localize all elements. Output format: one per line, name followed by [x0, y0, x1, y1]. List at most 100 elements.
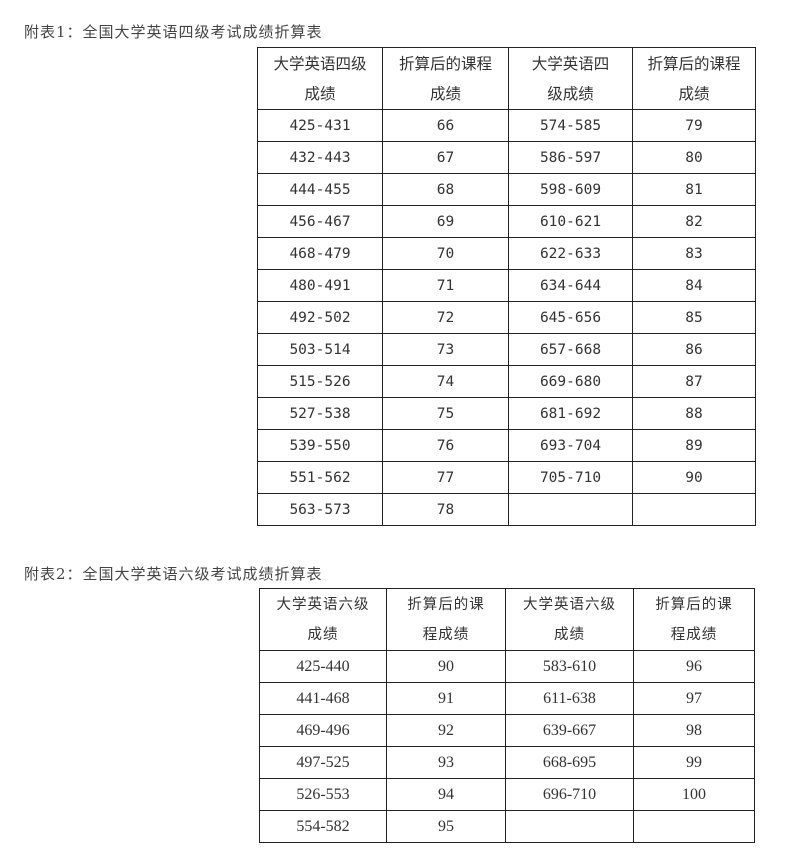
table-row: 515-526 74 669-680 87 [257, 365, 756, 398]
cet4-conversion-table: 大学英语四级 成绩 折算后的课程 成绩 大学英语四 级成绩 折算后的课程 成绩 425-431 6… [257, 47, 756, 526]
converted-score-cell: 88 [632, 397, 756, 430]
score-range-cell: 586-597 [508, 141, 633, 174]
header-line: 大学英语六级 [276, 596, 370, 613]
table-row: 551-562 77 705-710 90 [257, 461, 756, 494]
converted-score-cell [633, 810, 755, 843]
score-range-cell: 598-609 [508, 173, 633, 206]
header-line: 折算后的课程 [647, 54, 741, 73]
table-row: 444-455 68 598-609 81 [257, 173, 756, 206]
table-row: 432-443 67 586-597 80 [257, 141, 756, 174]
converted-score-cell: 97 [633, 682, 755, 715]
table2-title: 附表2：全国大学英语六级考试成绩折算表 [24, 565, 323, 583]
score-range-cell: 468-479 [257, 237, 383, 270]
converted-score-cell: 71 [382, 269, 509, 302]
score-range-cell: 657-668 [508, 333, 633, 366]
converted-score-cell [632, 493, 756, 526]
converted-score-cell: 67 [382, 141, 509, 174]
converted-score-cell: 89 [632, 429, 756, 462]
score-range-cell: 444-455 [257, 173, 383, 206]
score-range-cell: 574-585 [508, 109, 633, 142]
header-line: 折算后的课 [655, 596, 733, 613]
converted-score-cell: 85 [632, 301, 756, 334]
header-line: 成绩 [554, 626, 585, 643]
score-range-cell: 503-514 [257, 333, 383, 366]
table-row: 503-514 73 657-668 86 [257, 333, 756, 366]
score-range-cell: 610-621 [508, 205, 633, 238]
score-range-cell: 492-502 [257, 301, 383, 334]
score-range-cell: 539-550 [257, 429, 383, 462]
table-row: 492-502 72 645-656 85 [257, 301, 756, 334]
converted-score-cell: 92 [386, 714, 506, 747]
score-range-cell: 480-491 [257, 269, 383, 302]
converted-score-cell: 99 [633, 746, 755, 779]
header-line: 成绩 [304, 84, 336, 103]
header-row: 大学英语四级 成绩 折算后的课程 成绩 大学英语四 级成绩 折算后的课程 成绩 [257, 47, 756, 110]
converted-score-cell: 98 [633, 714, 755, 747]
score-range-cell: 668-695 [505, 746, 634, 779]
table-row: 425-431 66 574-585 79 [257, 109, 756, 142]
converted-score-cell: 72 [382, 301, 509, 334]
converted-score-cell: 69 [382, 205, 509, 238]
converted-score-cell: 70 [382, 237, 509, 270]
score-range-cell: 669-680 [508, 365, 633, 398]
header-cell: 大学英语四级成绩 [508, 47, 633, 110]
table-row: 469-496 92 639-667 98 [259, 714, 755, 747]
converted-score-cell: 81 [632, 173, 756, 206]
table-row: 527-538 75 681-692 88 [257, 397, 756, 430]
score-range-cell: 425-431 [257, 109, 383, 142]
converted-score-cell: 73 [382, 333, 509, 366]
score-range-cell: 634-644 [508, 269, 633, 302]
table-row: 480-491 71 634-644 84 [257, 269, 756, 302]
converted-score-cell: 86 [632, 333, 756, 366]
score-range-cell: 469-496 [259, 714, 387, 747]
table-row: 554-582 95 [259, 810, 755, 843]
score-range-cell: 693-704 [508, 429, 633, 462]
header-row: 大学英语六级 成绩 折算后的课 程成绩 大学英语六级 成绩 折算后的课 程成绩 [259, 588, 755, 651]
table-row: 526-553 94 696-710 100 [259, 778, 755, 811]
converted-score-cell: 82 [632, 205, 756, 238]
header-line: 成绩 [678, 84, 710, 103]
table-row: 563-573 78 [257, 493, 756, 526]
converted-score-cell: 77 [382, 461, 509, 494]
score-range-cell: 681-692 [508, 397, 633, 430]
converted-score-cell: 94 [386, 778, 506, 811]
header-cell: 折算后的课程成绩 [386, 588, 506, 651]
score-range-cell: 611-638 [505, 682, 634, 715]
score-range-cell: 526-553 [259, 778, 387, 811]
converted-score-cell: 74 [382, 365, 509, 398]
header-line: 程成绩 [422, 626, 470, 643]
header-cell: 折算后的课程成绩 [632, 47, 756, 110]
score-range-cell: 705-710 [508, 461, 633, 494]
header-line: 级成绩 [547, 84, 594, 103]
converted-score-cell: 78 [382, 493, 509, 526]
score-range-cell [505, 810, 634, 843]
score-range-cell: 551-562 [257, 461, 383, 494]
cet6-conversion-table: 大学英语六级 成绩 折算后的课 程成绩 大学英语六级 成绩 折算后的课 程成绩 425-440 9… [259, 588, 755, 843]
header-cell: 大学英语六级 成绩 [259, 588, 387, 651]
converted-score-cell: 95 [386, 810, 506, 843]
header-cell: 大学英语六级 成绩 [505, 588, 634, 651]
table-row: 441-468 91 611-638 97 [259, 682, 755, 715]
header-line: 大学英语四 [531, 54, 610, 73]
converted-score-cell: 83 [632, 237, 756, 270]
score-range-cell [508, 493, 633, 526]
header-line: 大学英语四级 [273, 54, 367, 73]
score-range-cell: 622-633 [508, 237, 633, 270]
converted-score-cell: 91 [386, 682, 506, 715]
score-range-cell: 441-468 [259, 682, 387, 715]
table-row: 539-550 76 693-704 89 [257, 429, 756, 462]
header-cell: 大学英语四级成绩 [257, 47, 383, 110]
score-range-cell: 527-538 [257, 397, 383, 430]
header-line: 折算后的课程 [398, 54, 492, 73]
score-range-cell: 515-526 [257, 365, 383, 398]
converted-score-cell: 100 [633, 778, 755, 811]
score-range-cell: 563-573 [257, 493, 383, 526]
score-range-cell: 583-610 [505, 650, 634, 683]
converted-score-cell: 96 [633, 650, 755, 683]
score-range-cell: 645-656 [508, 301, 633, 334]
converted-score-cell: 84 [632, 269, 756, 302]
converted-score-cell: 90 [386, 650, 506, 683]
converted-score-cell: 79 [632, 109, 756, 142]
converted-score-cell: 68 [382, 173, 509, 206]
converted-score-cell: 75 [382, 397, 509, 430]
